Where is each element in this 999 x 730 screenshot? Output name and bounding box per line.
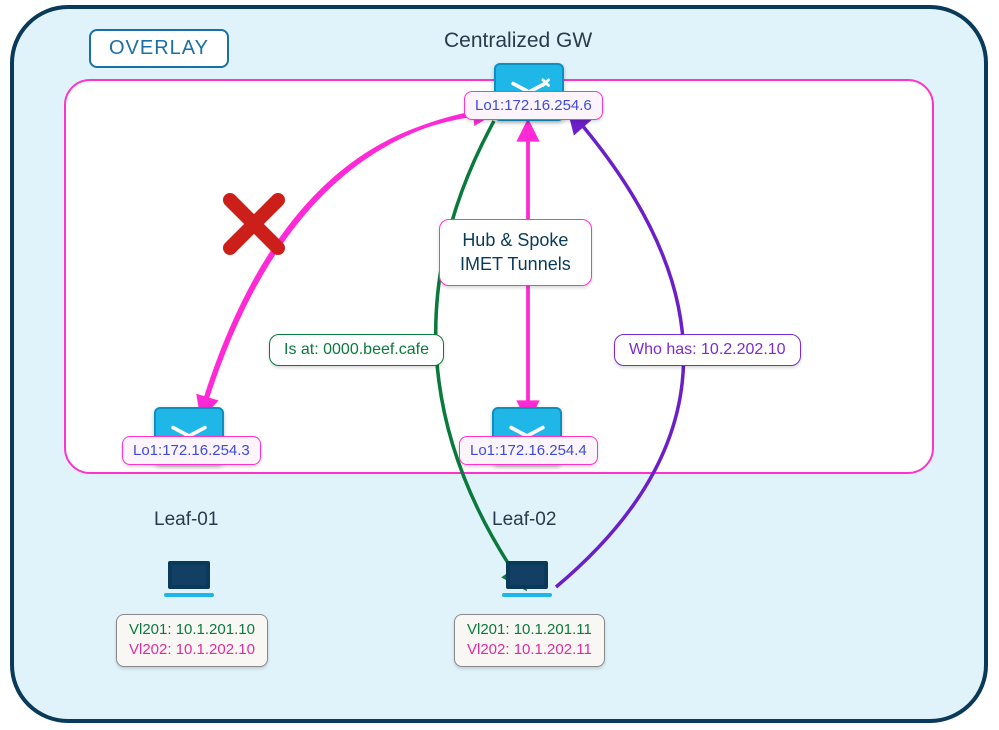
pc-leaf01 (162, 557, 216, 601)
gw-title: Centralized GW (444, 29, 592, 53)
diagram-canvas: OVERLAY Centralized GW (10, 5, 988, 723)
who-has-label: Who has: 10.2.202.10 (614, 334, 801, 366)
is-at-label: Is at: 0000.beef.cafe (269, 334, 444, 366)
lo-label-gw: Lo1:172.16.254.6 (464, 91, 603, 120)
pc-leaf02 (500, 557, 554, 601)
leaf01-name: Leaf-01 (154, 509, 218, 531)
vl-box-pc02: Vl201: 10.1.201.11 Vl202: 10.1.202.11 (454, 614, 605, 667)
overlay-badge-text: OVERLAY (109, 37, 209, 59)
hub-spoke-label: Hub & Spoke IMET Tunnels (439, 219, 592, 286)
vl-box-pc01: Vl201: 10.1.201.10 Vl202: 10.1.202.10 (116, 614, 268, 667)
leaf02-name: Leaf-02 (492, 509, 556, 531)
lo-label-leaf01: Lo1:172.16.254.3 (122, 436, 261, 465)
overlay-badge: OVERLAY (89, 29, 229, 68)
lo-label-leaf02: Lo1:172.16.254.4 (459, 436, 598, 465)
